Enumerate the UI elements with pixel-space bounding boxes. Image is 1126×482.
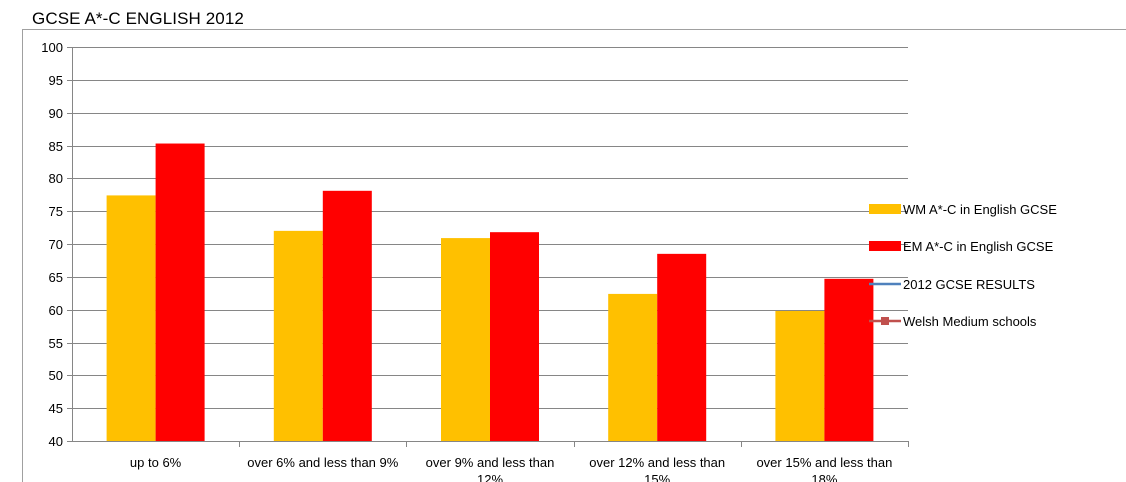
bars [106,143,874,441]
x-category-label-line: over 12% and less than [589,455,725,470]
legend: WM A*-C in English GCSE EM A*-C in Englis… [869,202,1057,329]
chart-title: GCSE A*-C ENGLISH 2012 [32,9,244,28]
y-tick-label: 95 [49,73,63,88]
y-tick-label: 60 [49,303,63,318]
y-tick-label: 65 [49,270,63,285]
bar-wm [608,293,658,441]
legend-label: WM A*-C in English GCSE [903,202,1057,217]
y-tick-label: 100 [41,40,63,55]
x-category-label-line: up to 6% [130,455,182,470]
y-tick-label: 90 [49,106,63,121]
y-tick-label: 85 [49,139,63,154]
legend-marker [881,317,889,325]
x-category-label: over 15% and less than 18% [756,455,892,482]
x-category-label-line: over 6% and less than 9% [247,455,398,470]
x-category-label-line: 18% [811,472,837,482]
axes [67,47,909,447]
bar-em [824,278,874,441]
x-category-label-line: 12% [477,472,503,482]
y-tick-label: 75 [49,204,63,219]
bar-wm [273,230,323,441]
x-category-label: up to 6% [130,455,182,470]
legend-swatch [869,204,901,214]
legend-label: EM A*-C in English GCSE [903,239,1054,254]
x-category-label: over 6% and less than 9% [247,455,398,470]
y-tick-label: 40 [49,434,63,449]
x-category-label: over 12% and less than 15% [589,455,725,482]
x-category-label-line: 15% [644,472,670,482]
bar-wm [441,238,490,441]
bar-em [322,190,372,441]
gridlines [72,47,908,409]
chart-frame-left [22,29,23,482]
legend-label: 2012 GCSE RESULTS [903,277,1035,292]
x-category-label: over 9% and less than 12% [426,455,555,482]
bar-em [490,232,539,441]
chart-frame-top [22,29,1126,30]
y-tick-label: 55 [49,336,63,351]
y-tick-label: 70 [49,237,63,252]
bar-em [657,253,707,441]
x-category-label-line: over 15% and less than [756,455,892,470]
x-category-label-line: over 9% and less than [426,455,555,470]
legend-swatch [869,241,901,251]
bar-em [155,143,205,441]
y-axis-ticks: 40 45 50 55 60 65 70 75 80 85 90 95 100 [41,40,63,449]
bar-wm [106,195,156,441]
bar-wm [775,310,825,441]
y-tick-label: 45 [49,401,63,416]
x-axis-labels: up to 6% over 6% and less than 9% over 9% … [130,455,892,482]
legend-label: Welsh Medium schools [903,314,1037,329]
y-tick-label: 80 [49,171,63,186]
y-tick-label: 50 [49,368,63,383]
